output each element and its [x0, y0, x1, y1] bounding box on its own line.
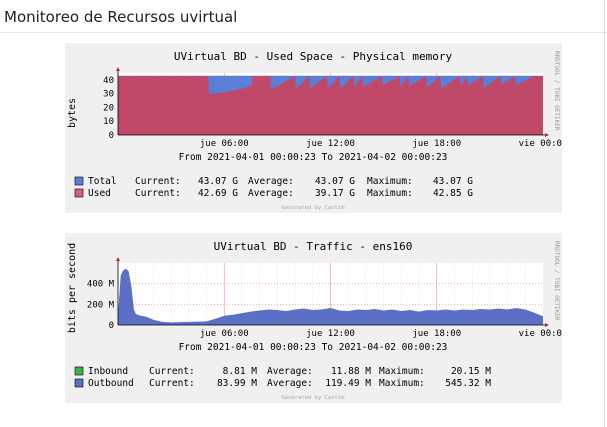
legend-row-outbound: Outbound Current: 83.99 M Average: 119.4…: [74, 378, 491, 389]
legend-current-label: Current:: [149, 378, 195, 389]
legend-average-label: Average:: [267, 378, 313, 389]
cacti-footer: Generated by Cacti®: [282, 205, 346, 211]
time-range: From 2021-04-01 00:00:23 To 2021-04-02 0…: [179, 342, 448, 353]
legend-average-label: Average:: [267, 366, 313, 377]
x-tick-label: vie 00:00: [519, 139, 562, 149]
legend-maximum: 43.07 G: [433, 176, 473, 187]
legend-name: Inbound: [88, 366, 128, 377]
legend-average: 119.49 M: [325, 378, 371, 389]
y-tick-label: 30: [103, 90, 114, 100]
x-tick-label: jue 06:00: [200, 329, 249, 339]
right-border: [604, 0, 605, 427]
x-axis-arrow: [545, 133, 549, 137]
plot-area: 0 10 20 30 40 jue 06:00 jue 12:00 jue 18:00 vie …: [103, 67, 567, 149]
legend-average: 11.88 M: [331, 366, 371, 377]
x-tick-label: jue 18:00: [412, 139, 461, 149]
x-tick-label: jue 06:00: [200, 139, 249, 149]
legend-row-total: Total Current: 43.07 G Average: 43.07 G …: [74, 176, 473, 187]
legend-swatch-outbound: [74, 378, 84, 388]
legend-name: Outbound: [88, 378, 134, 389]
traffic-graph-svg: UVirtual BD - Traffic - ens160 bits per …: [67, 240, 567, 401]
rrdtool-side-label: RRDTOOL / TOBI OETIKER: [553, 51, 560, 131]
x-tick-label: jue 18:00: [412, 329, 461, 339]
legend-current: 8.81 M: [223, 366, 258, 377]
legend-name: Used: [88, 188, 111, 199]
legend-swatch-total: [74, 176, 84, 186]
legend-current: 43.07 G: [198, 176, 238, 187]
legend-average-label: Average:: [248, 176, 294, 187]
series-used-area: [118, 76, 543, 135]
y-tick-label: 40: [103, 76, 114, 86]
y-tick-label: 20: [103, 103, 114, 113]
y-axis-label: bits per second: [67, 243, 78, 333]
legend-average: 43.07 G: [315, 176, 355, 187]
plot-area: 0 200 M 400 M jue 06:00 jue 12:00 jue 18:00 vi…: [87, 257, 567, 339]
legend-maximum: 42.85 G: [433, 188, 473, 199]
legend-row-used: Used Current: 42.69 G Average: 39.17 G M…: [74, 188, 473, 199]
legend-current-label: Current:: [135, 176, 181, 187]
legend-maximum: 20.15 M: [451, 366, 491, 377]
legend-average: 39.17 G: [315, 188, 355, 199]
memory-graph-svg: UVirtual BD - Used Space - Physical memo…: [67, 50, 567, 211]
y-tick-label: 10: [103, 117, 114, 127]
legend-current: 83.99 M: [217, 378, 257, 389]
y-tick-label: 400 M: [87, 280, 115, 290]
traffic-graph[interactable]: UVirtual BD - Traffic - ens160 bits per …: [65, 233, 567, 403]
legend-current: 42.69 G: [198, 188, 238, 199]
y-axis-arrow: [116, 257, 120, 261]
legend-current-label: Current:: [149, 366, 195, 377]
page-title: Monitoreo de Recursos uvirtual: [4, 8, 238, 26]
legend-maximum-label: Maximum:: [379, 366, 425, 377]
rrdtool-side-label: RRDTOOL / TOBI OETIKER: [553, 241, 560, 321]
series-outbound-area: [118, 268, 543, 325]
legend-maximum-label: Maximum:: [379, 378, 425, 389]
x-tick-label: jue 12:00: [306, 139, 355, 149]
legend-average-label: Average:: [248, 188, 294, 199]
graph-title: UVirtual BD - Used Space - Physical memo…: [174, 50, 453, 63]
legend-row-inbound: Inbound Current: 8.81 M Average: 11.88 M…: [74, 366, 491, 377]
legend-maximum: 545.32 M: [445, 378, 491, 389]
x-axis-arrow: [545, 323, 549, 327]
y-tick-label: 0: [109, 131, 114, 141]
y-tick-label: 200 M: [87, 300, 115, 310]
cacti-footer: Generated by Cacti®: [282, 395, 346, 401]
x-tick-label: vie 00:00: [519, 329, 562, 339]
header-divider: [0, 32, 607, 33]
legend-maximum-label: Maximum:: [367, 188, 413, 199]
legend-maximum-label: Maximum:: [367, 176, 413, 187]
time-range: From 2021-04-01 00:00:23 To 2021-04-02 0…: [179, 152, 448, 163]
y-axis-arrow: [116, 67, 120, 71]
legend-name: Total: [88, 176, 117, 187]
memory-graph[interactable]: UVirtual BD - Used Space - Physical memo…: [65, 43, 567, 213]
y-axis-label: bytes: [67, 98, 78, 128]
legend-swatch-inbound: [74, 366, 84, 376]
legend-current-label: Current:: [135, 188, 181, 199]
graph-title: UVirtual BD - Traffic - ens160: [214, 240, 413, 253]
x-tick-label: jue 12:00: [306, 329, 355, 339]
y-tick-label: 0: [109, 321, 114, 331]
legend-swatch-used: [74, 188, 84, 198]
